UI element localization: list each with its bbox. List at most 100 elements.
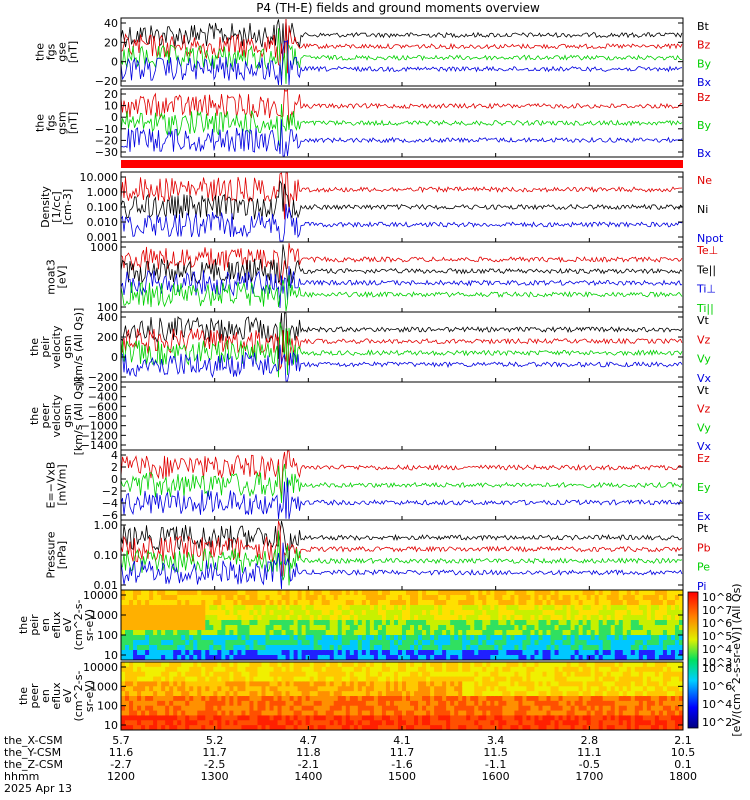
ylabel-line: eflux bbox=[50, 611, 63, 639]
legend-Npot: Npot bbox=[697, 232, 724, 245]
colorbar-tick: 10^4 bbox=[702, 698, 732, 711]
footer-row-label: the_X-CSM bbox=[4, 734, 63, 747]
ylabel-line: sr-eV) bbox=[83, 680, 96, 712]
legend-Pe: Pe bbox=[697, 561, 710, 574]
series-Te|| bbox=[121, 244, 683, 286]
ytick-label: 100 bbox=[97, 629, 118, 642]
ytick-label: 10.000 bbox=[80, 171, 119, 184]
ytick-label: 0 bbox=[111, 111, 118, 124]
ytick-label: −20 bbox=[95, 134, 118, 147]
ytick-label: 2 bbox=[111, 461, 118, 474]
ylabel-line: [nPa] bbox=[56, 541, 69, 569]
ylabel-line: the bbox=[34, 114, 47, 132]
ytick-label: −1400 bbox=[81, 439, 118, 452]
ytick-label: −600 bbox=[88, 400, 118, 413]
ylabel-line: the bbox=[17, 687, 30, 705]
colorbar-tick: 10^8 bbox=[702, 662, 732, 675]
ytick-label: 1.00 bbox=[94, 519, 119, 532]
ytick-label: 1000 bbox=[90, 609, 118, 622]
ylabel-line: [1/cc] bbox=[50, 191, 63, 222]
footer-value: 2.1 bbox=[674, 734, 692, 747]
colorbar-tick: 10^6 bbox=[702, 617, 732, 630]
legend-Ey: Ey bbox=[697, 481, 711, 494]
footer-date: 2025 Apr 13 bbox=[4, 782, 72, 795]
series-Bz bbox=[121, 89, 683, 127]
legend-Ez: Ez bbox=[697, 452, 710, 465]
series-By bbox=[121, 103, 683, 148]
ylabel-line: peer bbox=[28, 683, 41, 709]
legend-Vt: Vt bbox=[697, 384, 710, 397]
legend-Ex: Ex bbox=[697, 510, 711, 523]
ylabel-line: [cm-3] bbox=[61, 189, 74, 225]
footer-value: 3.4 bbox=[487, 734, 505, 747]
footer-value: 4.1 bbox=[393, 734, 411, 747]
ytick-label: −2 bbox=[102, 485, 118, 498]
footer-row-label: the_Z-CSM bbox=[4, 758, 63, 771]
ylabel-line: fgs bbox=[45, 114, 58, 131]
footer-row-label: the_Y-CSM bbox=[4, 746, 61, 759]
traces bbox=[121, 172, 683, 242]
footer-value: 11.7 bbox=[390, 746, 415, 759]
ytick-label: 0.001 bbox=[87, 231, 119, 244]
ylabel-line: sr-eV) bbox=[83, 609, 96, 641]
footer-value: -2.1 bbox=[298, 758, 319, 771]
panel-6: −200−400−600−800−1000−1200−1400 thepeerve… bbox=[28, 377, 712, 456]
footer-row-label: hhmm bbox=[4, 770, 39, 783]
ylabel-line: (cm^2-s- bbox=[72, 671, 85, 722]
ytick-label: 10000 bbox=[83, 661, 118, 674]
series-Ey bbox=[121, 463, 683, 504]
footer-value: -1.6 bbox=[391, 758, 412, 771]
colorbar-tick: 10^7 bbox=[702, 604, 732, 617]
ytick-label: −4 bbox=[102, 497, 118, 510]
ylabel-line: the bbox=[28, 407, 41, 425]
ytick-label: 0.010 bbox=[87, 216, 119, 229]
ylabel-line: gsm bbox=[61, 335, 74, 358]
ylabel-line: (cm^2-s- bbox=[72, 600, 85, 651]
footer-value: 1300 bbox=[201, 770, 229, 783]
ytick-label: −10 bbox=[95, 123, 118, 136]
legend-Vx: Vx bbox=[697, 372, 712, 385]
ytick-label: 0 bbox=[111, 56, 118, 69]
legend-Ni: Ni bbox=[697, 203, 708, 216]
ytick-label: −20 bbox=[95, 75, 118, 88]
ytick-label: 20 bbox=[104, 88, 118, 101]
ylabel-line: [nT] bbox=[67, 112, 80, 134]
ylabel-line: eV bbox=[61, 617, 74, 632]
ytick-label: −800 bbox=[88, 410, 118, 423]
footer-value: 10.5 bbox=[671, 746, 696, 759]
ylabel-line: velocity bbox=[50, 325, 63, 368]
series-Te⊥ bbox=[121, 242, 683, 287]
traces bbox=[121, 89, 683, 157]
ytick-label: 10 bbox=[104, 649, 118, 662]
figure-title: P4 (TH-E) fields and ground moments over… bbox=[256, 1, 540, 15]
ylabel-line: en bbox=[39, 618, 52, 632]
traces bbox=[121, 312, 683, 382]
colorbar: 10^810^710^610^510^410^310^810^610^410^2… bbox=[687, 583, 743, 737]
ytick-label: −200 bbox=[88, 371, 118, 384]
orbit-footer: the_X-CSM 5.7 5.2 4.7 4.1 3.4 2.8 2.1 the_Y-CSM 1… bbox=[4, 82, 697, 795]
ytick-label: 10000 bbox=[83, 589, 118, 602]
ytick-label: 10 bbox=[104, 719, 118, 732]
series-Bx bbox=[121, 39, 683, 86]
traces bbox=[121, 18, 683, 86]
panel-10: 10000 1000 100 10 thepeerenefluxeV(cm^2-s-sr… bbox=[17, 661, 684, 732]
footer-value: 11.5 bbox=[483, 746, 508, 759]
footer-value: -0.5 bbox=[579, 758, 600, 771]
footer-value: 5.7 bbox=[112, 734, 130, 747]
series-Bx bbox=[121, 119, 683, 157]
legend-Pi: Pi bbox=[697, 580, 706, 593]
series-Bz bbox=[121, 18, 683, 74]
panel-7: 420−2−4−6 E=−VxB[mV/m] Ez Ey Ex bbox=[45, 449, 711, 523]
series-Ez bbox=[121, 450, 683, 497]
ytick-label: 1000 bbox=[90, 241, 118, 254]
ylabel-line: the bbox=[17, 616, 30, 634]
ylabel-line: [km/s (All Qs)] bbox=[72, 377, 85, 456]
footer-value: 1400 bbox=[294, 770, 322, 783]
traces bbox=[121, 520, 683, 590]
legend-Bx: Bx bbox=[697, 76, 712, 89]
series-Vy bbox=[121, 322, 683, 378]
series-By bbox=[121, 28, 682, 84]
footer-value: 11.7 bbox=[202, 746, 227, 759]
status-bar bbox=[121, 160, 683, 168]
